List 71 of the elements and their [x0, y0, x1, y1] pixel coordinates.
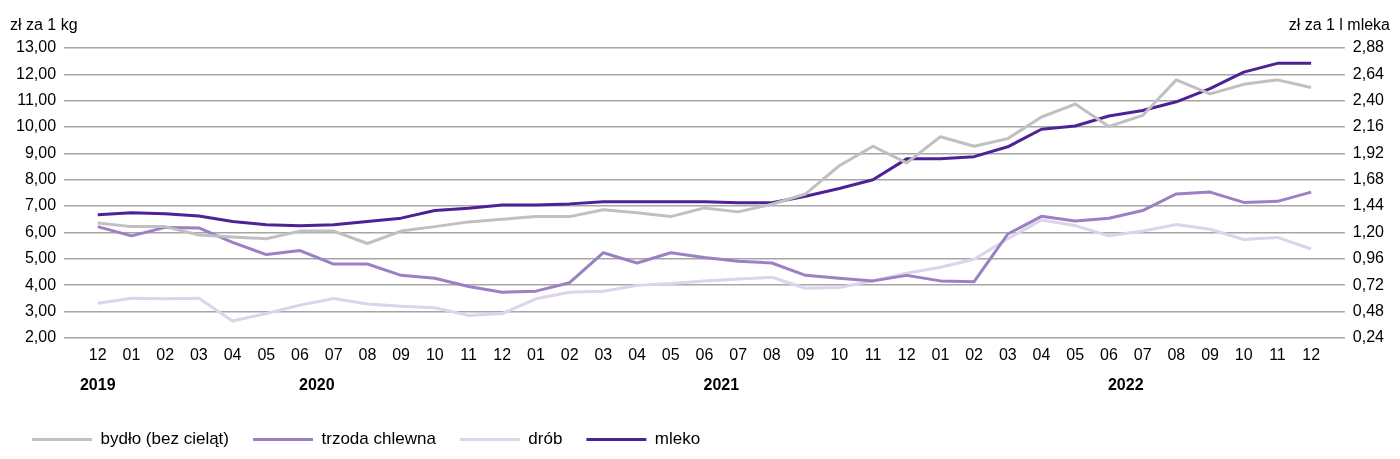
x-tick-label: 09	[1201, 345, 1220, 363]
x-tick-label: 10	[830, 345, 849, 363]
y-tick-label: 6,00	[24, 222, 57, 240]
x-tick-label: 04	[223, 345, 242, 363]
y-tick-label: 13,00	[15, 38, 57, 56]
y-tick-label: 3,00	[24, 301, 57, 319]
text: 2019	[79, 376, 116, 394]
x-tick-label: 10	[425, 345, 444, 363]
x-tick-label: 06	[291, 345, 309, 363]
legend-label: bydło (bez cieląt)	[100, 429, 230, 449]
x-tick-label: 05	[257, 345, 276, 363]
y-tick-label: 5,00	[24, 249, 57, 267]
x-tick-label: 07	[1133, 345, 1152, 363]
x-tick-label: 11	[1269, 345, 1286, 363]
y2-tick-label: 0,96	[1352, 249, 1385, 267]
x-tick-label: 08	[762, 345, 781, 363]
legend-label: trzoda chlewna	[321, 429, 437, 449]
y2-tick-label: 2,16	[1352, 117, 1385, 135]
x-tick-label: 07	[729, 345, 748, 363]
text: 2021	[703, 376, 740, 394]
x-tick-label: 01	[527, 345, 545, 363]
y2-tick-label: 0,72	[1352, 275, 1385, 293]
x-tick-label: 10	[1234, 345, 1253, 363]
y2-tick-label: 1,68	[1352, 170, 1385, 188]
y2-tick-label: 0,48	[1352, 301, 1385, 319]
x-tick-label: 01	[122, 345, 141, 363]
x-tick-label: 03	[594, 345, 613, 363]
x-tick-label: 12	[88, 345, 107, 363]
y-axis-title: zł za 1 kg	[10, 16, 78, 34]
x-tick-label: 02	[560, 345, 579, 363]
x-tick-label: 12	[493, 345, 512, 363]
x-tick-label: 08	[358, 345, 377, 363]
x-tick-label: 04	[628, 345, 647, 363]
x-tick-label: 12	[897, 345, 916, 363]
x-tick-label: 05	[1066, 345, 1085, 363]
x-tick-label: 02	[156, 345, 175, 363]
x-tick-label: 12	[1302, 345, 1321, 363]
y-tick-label: 9,00	[24, 143, 57, 161]
legend-label: drób	[528, 429, 563, 449]
x-tick-label: 09	[796, 345, 815, 363]
y2-tick-label: 1,92	[1352, 143, 1385, 161]
y-tick-label: 12,00	[15, 64, 57, 82]
x-tick-label: 06	[1100, 345, 1118, 363]
y-tick-label: 4,00	[24, 275, 57, 293]
y-tick-label: 2,00	[24, 328, 57, 346]
x-tick-label: 11	[460, 345, 477, 363]
y2-tick-label: 0,24	[1352, 328, 1385, 346]
x-tick-label: 04	[1032, 345, 1051, 363]
y-tick-label: 10,00	[15, 117, 57, 135]
y2-tick-label: 1,20	[1352, 222, 1385, 240]
y2-tick-label: 1,44	[1352, 196, 1385, 214]
text: 2020	[299, 376, 335, 394]
x-tick-label: 02	[965, 345, 984, 363]
x-tick-label: 07	[324, 345, 343, 363]
legend-label: mleko	[654, 429, 701, 449]
x-tick-label: 08	[1167, 345, 1186, 363]
y-tick-label: 7,00	[24, 196, 57, 214]
y-tick-label: 8,00	[24, 170, 57, 188]
x-tick-label: 05	[661, 345, 680, 363]
x-tick-label: 03	[998, 345, 1017, 363]
x-tick-label: 01	[931, 345, 950, 363]
x-tick-label: 09	[392, 345, 411, 363]
x-tick-label: 11	[864, 345, 882, 363]
y2-tick-label: 2,40	[1352, 91, 1385, 109]
text: 2022	[1107, 376, 1144, 394]
y2-axis-title: zł za 1 l mleka	[1288, 16, 1391, 34]
y2-tick-label: 2,88	[1352, 38, 1385, 56]
y-tick-label: 11,00	[17, 91, 57, 109]
y2-tick-label: 2,64	[1352, 64, 1385, 82]
x-tick-label: 03	[189, 345, 208, 363]
x-tick-label: 06	[695, 345, 714, 363]
